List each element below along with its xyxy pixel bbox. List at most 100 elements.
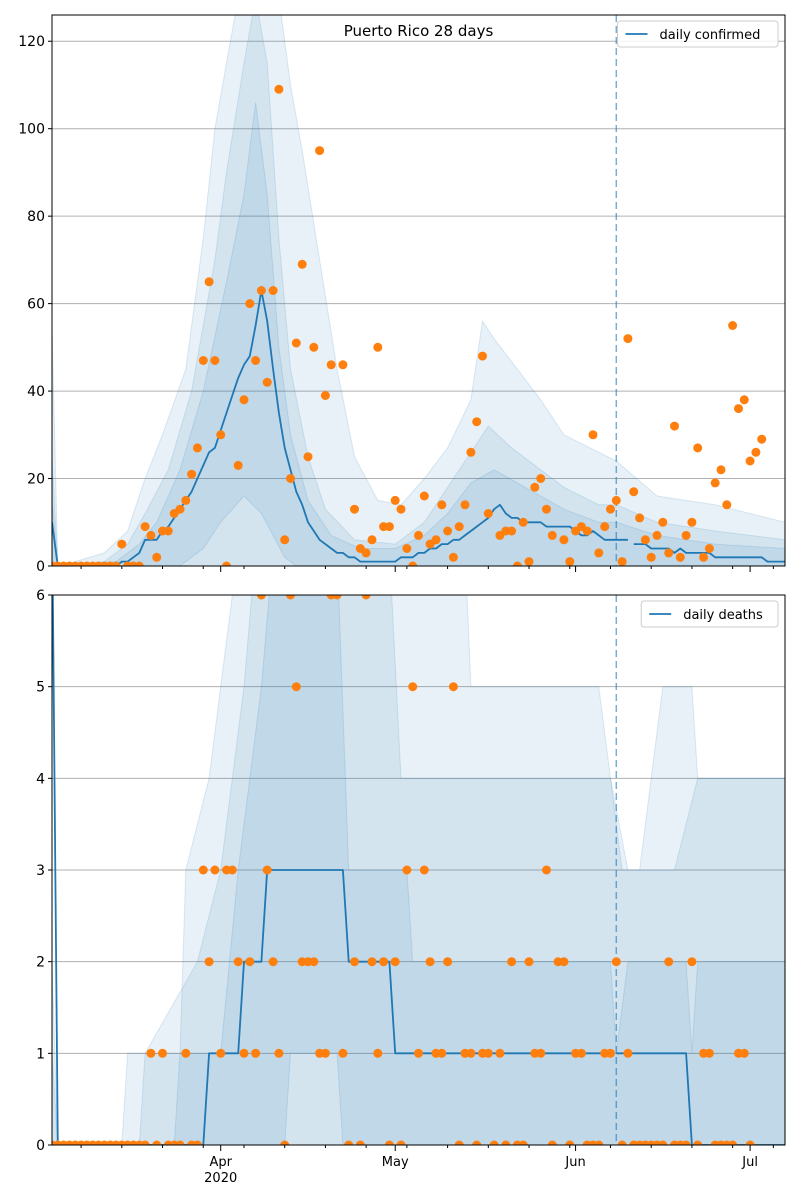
y-tick-label: 20 bbox=[27, 472, 45, 488]
data-point bbox=[280, 1140, 290, 1145]
data-point bbox=[606, 504, 615, 514]
data-point bbox=[152, 1140, 162, 1145]
data-point bbox=[588, 430, 598, 440]
y-tick-label: 2 bbox=[36, 955, 45, 971]
data-point bbox=[414, 530, 423, 540]
y-tick-label: 6 bbox=[36, 588, 45, 604]
data-point bbox=[256, 595, 266, 600]
data-point bbox=[611, 957, 621, 967]
data-point bbox=[419, 865, 429, 875]
data-point bbox=[373, 342, 383, 352]
data-point bbox=[396, 504, 406, 514]
data-point bbox=[286, 474, 295, 483]
data-point bbox=[140, 522, 150, 532]
data-point bbox=[576, 1048, 586, 1058]
data-point bbox=[216, 1048, 226, 1058]
data-point bbox=[640, 535, 650, 545]
data-point bbox=[326, 360, 336, 370]
data-point bbox=[542, 865, 551, 875]
data-point bbox=[483, 1048, 493, 1058]
data-point bbox=[390, 957, 400, 967]
data-point bbox=[559, 535, 569, 545]
data-point bbox=[745, 456, 755, 466]
data-point bbox=[751, 447, 761, 457]
data-point bbox=[367, 957, 377, 967]
data-point bbox=[448, 552, 458, 562]
data-point bbox=[245, 957, 255, 967]
series-line-daily-confirmed bbox=[52, 289, 785, 566]
data-point bbox=[303, 452, 313, 462]
data-point bbox=[501, 1140, 511, 1145]
data-point bbox=[443, 526, 453, 536]
data-point bbox=[745, 1140, 755, 1145]
data-point bbox=[635, 513, 645, 523]
data-point bbox=[623, 1048, 633, 1058]
data-point bbox=[495, 1048, 505, 1058]
data-point bbox=[414, 1048, 423, 1058]
data-point bbox=[454, 1140, 464, 1145]
data-point bbox=[245, 299, 255, 309]
y-tick-label: 0 bbox=[36, 1138, 45, 1154]
data-point bbox=[291, 338, 301, 348]
data-point bbox=[181, 1048, 191, 1058]
x-tick-label: Jul bbox=[741, 1155, 758, 1170]
x-tick-label: May bbox=[382, 1155, 409, 1170]
legend-box bbox=[617, 20, 779, 48]
legend: daily deaths bbox=[640, 600, 779, 628]
data-point bbox=[704, 544, 714, 553]
data-point bbox=[117, 539, 127, 549]
x-tick-label: Jun bbox=[564, 1155, 585, 1170]
legend-label: daily confirmed bbox=[660, 28, 761, 43]
data-point bbox=[146, 1048, 156, 1058]
data-point bbox=[315, 146, 325, 156]
data-point bbox=[652, 530, 662, 540]
data-point bbox=[507, 957, 517, 967]
data-point bbox=[233, 460, 243, 470]
y-tick-label: 80 bbox=[27, 209, 45, 225]
data-point bbox=[600, 522, 610, 532]
x-tick-label: Apr bbox=[209, 1155, 232, 1170]
data-point bbox=[239, 395, 249, 405]
data-point bbox=[320, 1048, 330, 1058]
data-point bbox=[454, 522, 464, 532]
data-point bbox=[623, 334, 633, 344]
data-point bbox=[739, 1048, 749, 1058]
plot-area bbox=[52, 595, 785, 1145]
data-point bbox=[350, 504, 359, 514]
data-point bbox=[518, 517, 528, 527]
data-point bbox=[536, 1048, 546, 1058]
data-point bbox=[280, 535, 290, 545]
data-point bbox=[606, 1048, 615, 1058]
plot-frame bbox=[51, 14, 786, 567]
series-line-daily-deaths bbox=[52, 595, 785, 1145]
y-tick-label: 120 bbox=[18, 34, 45, 50]
data-point bbox=[204, 277, 214, 287]
data-point bbox=[192, 1140, 202, 1145]
data-point bbox=[518, 1140, 528, 1145]
plot-frame bbox=[51, 594, 786, 1146]
data-point bbox=[530, 482, 540, 492]
uncertainty-band-inner bbox=[52, 595, 785, 1145]
data-point bbox=[472, 1140, 482, 1145]
data-point bbox=[431, 535, 441, 545]
data-point bbox=[704, 1048, 714, 1058]
data-point bbox=[256, 286, 266, 295]
data-point bbox=[402, 865, 412, 875]
data-point bbox=[181, 495, 191, 505]
legend-label: daily deaths bbox=[683, 608, 763, 623]
data-point bbox=[443, 957, 453, 967]
data-point bbox=[350, 957, 359, 967]
data-point bbox=[274, 84, 284, 94]
data-point bbox=[251, 356, 261, 365]
data-point bbox=[547, 530, 557, 540]
data-point bbox=[309, 342, 319, 352]
data-point bbox=[268, 957, 278, 967]
data-point bbox=[681, 1140, 691, 1145]
data-point bbox=[699, 552, 709, 562]
data-point bbox=[396, 1140, 406, 1145]
data-point bbox=[664, 548, 674, 558]
data-point bbox=[390, 495, 400, 505]
data-point bbox=[437, 1048, 447, 1058]
data-point bbox=[739, 395, 749, 405]
